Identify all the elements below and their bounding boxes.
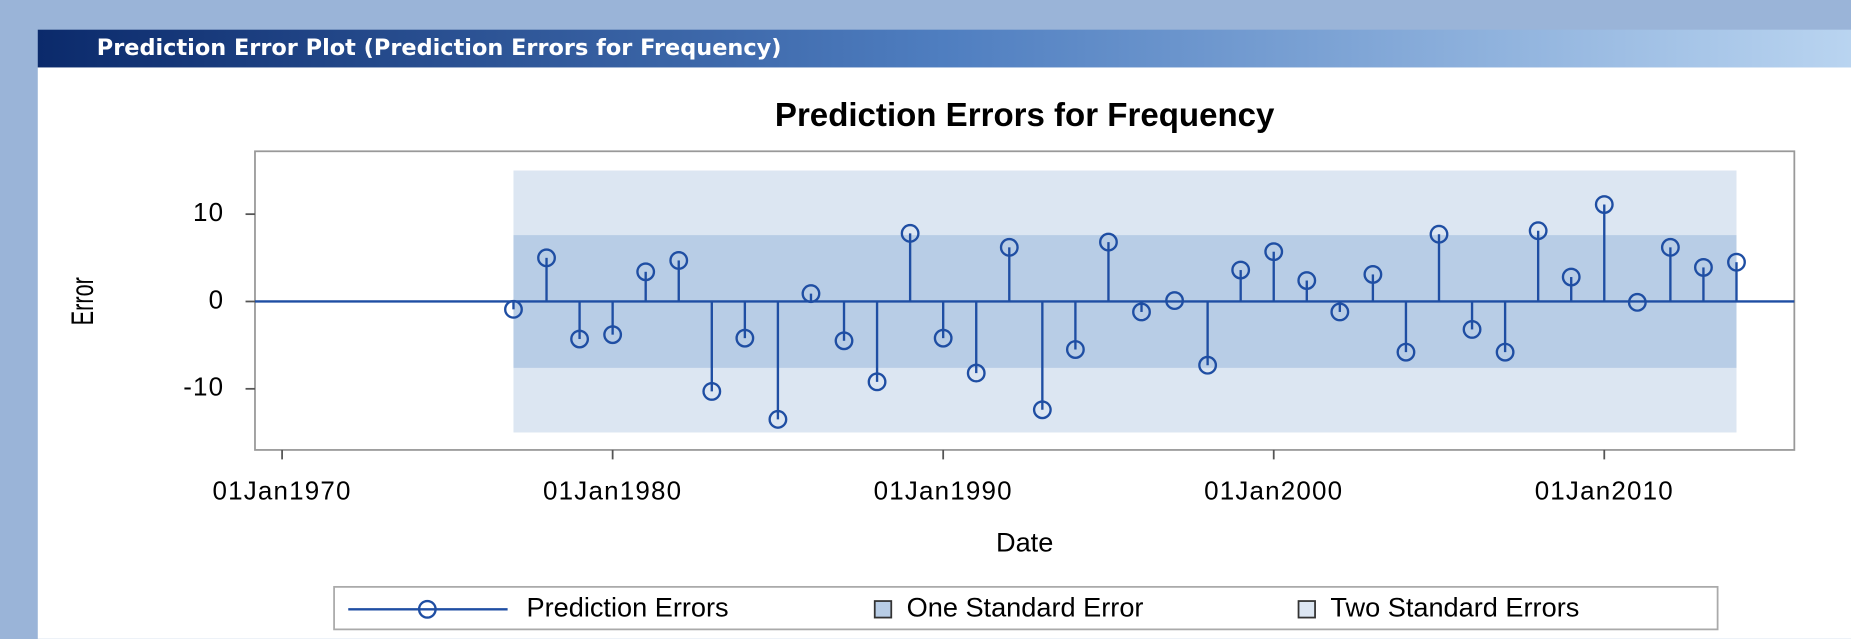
- title-bar: [37, 29, 1851, 68]
- error-point: [1495, 342, 1515, 362]
- error-point: [1099, 232, 1118, 252]
- error-point: [1660, 237, 1680, 257]
- error-point: [1330, 302, 1350, 322]
- error-point: [1231, 260, 1251, 280]
- error-point: [1198, 355, 1218, 375]
- x-axis-label: Date: [996, 527, 1053, 558]
- error-point: [1065, 340, 1085, 359]
- error-point: [669, 250, 689, 270]
- y-tick-label: 10: [193, 197, 224, 227]
- error-point: [1627, 292, 1647, 312]
- error-point: [1462, 319, 1482, 339]
- error-point: [570, 329, 590, 349]
- error-point: [1396, 342, 1416, 362]
- x-tick-label: 01Jan1970: [213, 475, 352, 505]
- y-axis-label: Error: [65, 277, 100, 325]
- x-tick-label: 01Jan1990: [874, 475, 1013, 505]
- chart: Prediction Errors for Frequency Error Da…: [65, 97, 1796, 631]
- error-point: [801, 284, 821, 304]
- error-point: [603, 325, 623, 345]
- legend-box: [333, 585, 1719, 631]
- error-point: [900, 223, 920, 243]
- error-point: [1528, 221, 1548, 241]
- error-point: [834, 331, 854, 351]
- legend-label: One Standard Error: [907, 591, 1144, 622]
- error-point: [702, 381, 722, 401]
- error-point: [636, 262, 656, 282]
- error-point: [1132, 302, 1151, 322]
- error-point: [1264, 242, 1284, 262]
- error-point: [1032, 400, 1052, 420]
- legend-swatch: [873, 600, 893, 619]
- error-point: [1693, 257, 1713, 277]
- error-point: [537, 248, 556, 268]
- legend-label: Prediction Errors: [526, 591, 728, 622]
- legend-marker: [417, 599, 437, 619]
- error-point: [1561, 267, 1581, 287]
- error-point: [999, 237, 1019, 257]
- chart-title: Prediction Errors for Frequency: [775, 97, 1275, 134]
- error-point: [735, 328, 755, 348]
- error-point: [1727, 252, 1746, 272]
- error-point: [966, 363, 986, 383]
- error-point: [768, 409, 788, 429]
- legend-label: Two Standard Errors: [1330, 591, 1579, 622]
- error-point: [1429, 224, 1449, 244]
- x-tick-label: 01Jan1980: [543, 475, 682, 505]
- y-tick-label: 0: [209, 284, 225, 314]
- error-point: [1297, 271, 1317, 290]
- legend-swatch: [1297, 600, 1316, 619]
- x-tick-label: 01Jan2000: [1204, 475, 1343, 505]
- window-title: Prediction Error Plot (Prediction Errors…: [97, 35, 782, 61]
- y-tick-label: -10: [183, 372, 224, 402]
- error-point: [504, 299, 523, 319]
- error-point: [1165, 291, 1185, 311]
- error-point: [933, 328, 953, 348]
- error-point: [1594, 195, 1614, 214]
- error-point: [867, 372, 887, 392]
- x-tick-label: 01Jan2010: [1535, 475, 1674, 505]
- error-point: [1363, 264, 1383, 284]
